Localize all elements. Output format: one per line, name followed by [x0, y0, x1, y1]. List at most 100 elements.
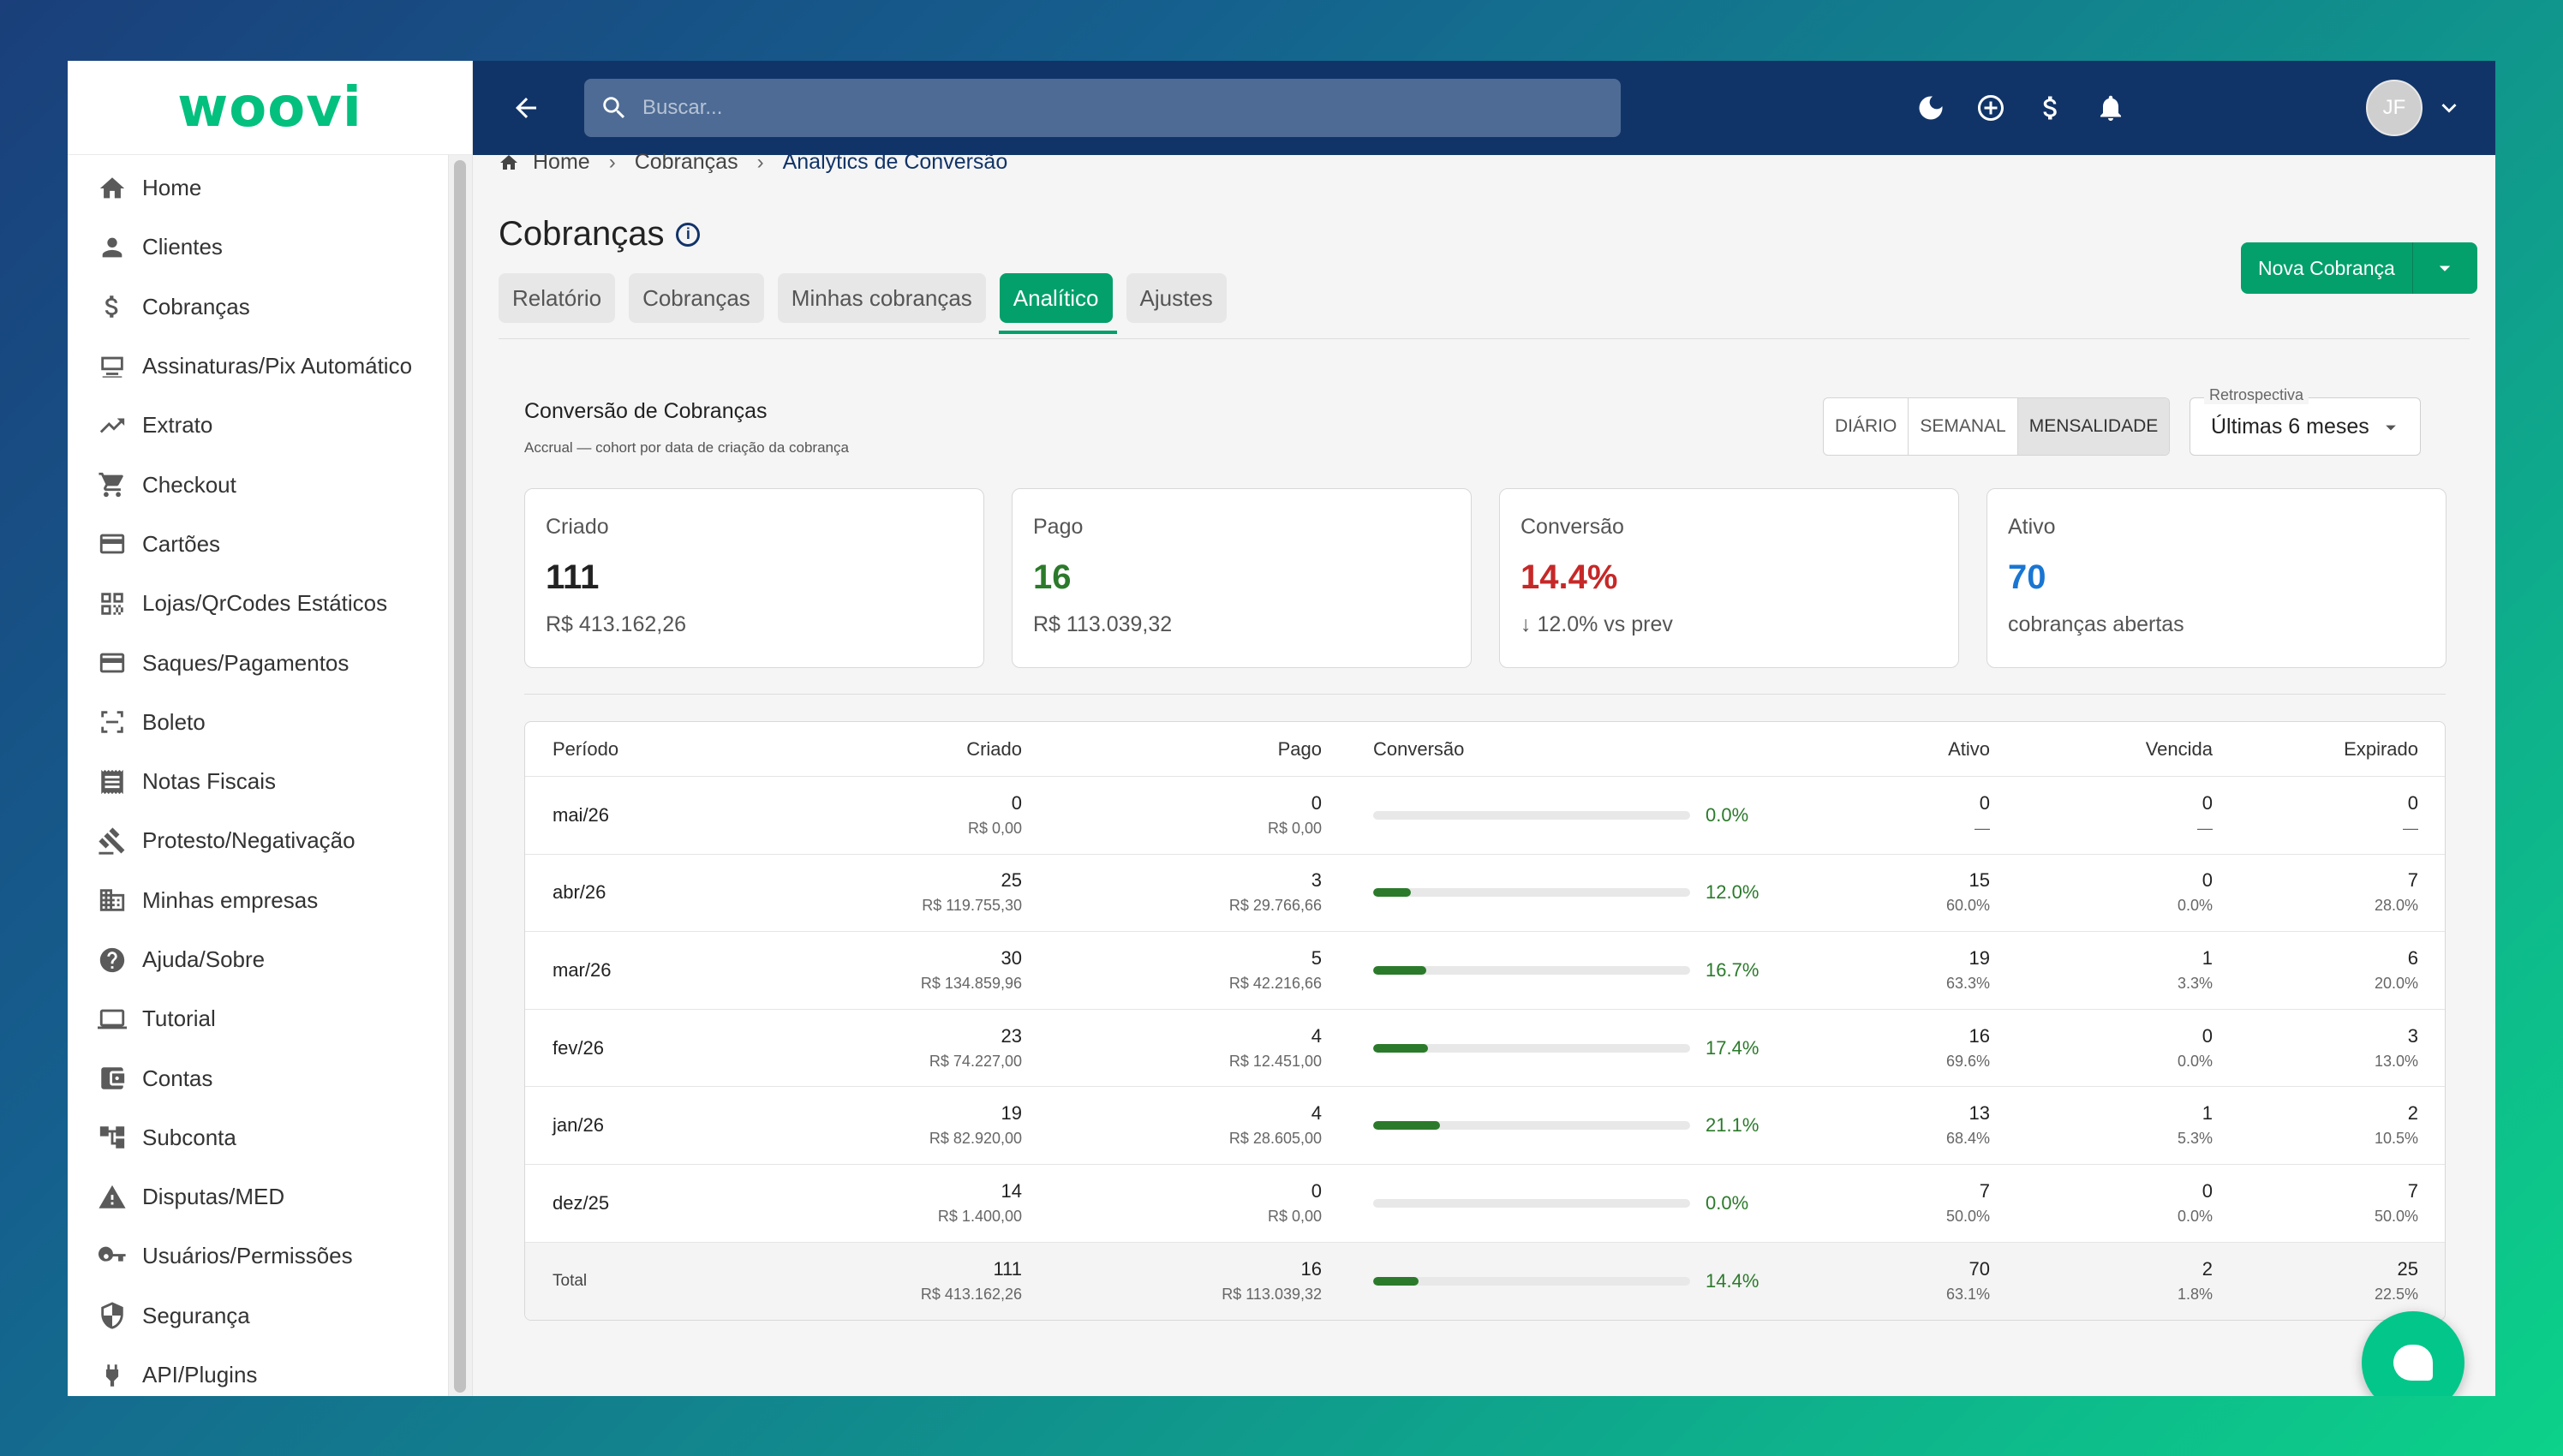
row-period: Total: [553, 1271, 588, 1290]
tab-minhas-cobrancas[interactable]: Minhas cobranças: [777, 273, 986, 323]
account-menu-toggle[interactable]: [2435, 93, 2464, 122]
header-ativo[interactable]: Ativo: [1948, 737, 1990, 760]
sidebar-item-label: Lojas/QrCodes Estáticos: [142, 590, 388, 617]
sidebar-item-assinaturas-pix-automatico[interactable]: Assinaturas/Pix Automático: [68, 337, 472, 396]
header-vencida[interactable]: Vencida: [2145, 737, 2213, 760]
sidebar-item-cobrancas[interactable]: Cobranças: [68, 277, 472, 337]
metric-label: Criado: [546, 515, 609, 539]
sidebar-item-checkout[interactable]: Checkout: [68, 455, 472, 514]
sidebar-scrollbar[interactable]: [448, 155, 472, 1396]
row-criado-count: 25: [1001, 869, 1022, 892]
info-icon[interactable]: i: [676, 222, 701, 247]
table-row[interactable]: mar/26 30 R$ 134.859,96 5 R$ 42.216,66 1…: [525, 932, 2445, 1010]
row-ativo-count: 70: [1969, 1257, 1990, 1280]
row-pago-amount: R$ 42.216,66: [1228, 974, 1322, 992]
row-expirado-count: 6: [2407, 946, 2418, 969]
home-icon: [97, 173, 128, 204]
retrospective-select[interactable]: Retrospectiva Últimas 6 meses: [2190, 386, 2421, 456]
sidebar-item-contas[interactable]: Contas: [68, 1048, 472, 1107]
table-row[interactable]: jan/26 19 R$ 82.920,00 4 R$ 28.605,00 21…: [525, 1087, 2445, 1165]
metric-subtext: cobranças abertas: [2008, 612, 2184, 636]
chevron-down-icon: [2441, 104, 2457, 113]
balance-button[interactable]: [2032, 89, 2070, 127]
sidebar-item-label: Clientes: [142, 234, 223, 260]
tab-ajustes[interactable]: Ajustes: [1126, 273, 1227, 323]
row-criado-amount: R$ 74.227,00: [929, 1052, 1022, 1070]
search-bar[interactable]: [584, 79, 1621, 137]
tab-cobrancas[interactable]: Cobranças: [629, 273, 764, 323]
metric-cards: Criado 111 R$ 413.162,26 Pago 16 R$ 113.0…: [524, 488, 2446, 668]
person-icon: [97, 232, 128, 263]
sidebar-item-extrato[interactable]: Extrato: [68, 396, 472, 455]
row-expirado-percent: 22.5%: [2374, 1285, 2418, 1303]
avatar[interactable]: JF: [2366, 80, 2423, 136]
row-vencida-percent: 5.3%: [2177, 1130, 2213, 1148]
granularity-mensalidade[interactable]: MENSALIDADE: [2017, 398, 2170, 455]
table-row[interactable]: fev/26 23 R$ 74.227,00 4 R$ 12.451,00 17…: [525, 1010, 2445, 1088]
sidebar-scrollbar-thumb[interactable]: [454, 160, 466, 1393]
header-expirado[interactable]: Expirado: [2344, 737, 2418, 760]
row-vencida-count: 0: [2202, 869, 2213, 892]
row-pago-amount: R$ 28.605,00: [1228, 1130, 1322, 1148]
sidebar-item-subconta[interactable]: Subconta: [68, 1108, 472, 1167]
new-charge-menu-button[interactable]: [2411, 242, 2477, 294]
sidebar-item-saques-pagamentos[interactable]: Saques/Pagamentos: [68, 633, 472, 692]
header-conversao[interactable]: Conversão: [1373, 737, 1465, 760]
sidebar-item-lojas-qrcodes-estaticos[interactable]: Lojas/QrCodes Estáticos: [68, 574, 472, 633]
sidebar-item-notas-fiscais[interactable]: Notas Fiscais: [68, 752, 472, 811]
metrics-divider: [524, 694, 2446, 695]
table-row[interactable]: dez/25 14 R$ 1.400,00 0 R$ 0,00 0.0% 7 5…: [525, 1165, 2445, 1243]
sidebar-item-protesto-negativacao[interactable]: Protesto/Negativação: [68, 811, 472, 870]
dark-mode-button[interactable]: [1912, 89, 1950, 127]
row-pago-count: 4: [1311, 1024, 1322, 1047]
sidebar-item-clientes[interactable]: Clientes: [68, 218, 472, 277]
sidebar-item-usuarios-permissoes[interactable]: Usuários/Permissões: [68, 1226, 472, 1286]
metric-subtext: ↓ 12.0% vs prev: [1520, 612, 1673, 636]
table-row[interactable]: mai/26 0 R$ 0,00 0 R$ 0,00 0.0% 0 — 0 — …: [525, 777, 2445, 855]
conversion-bar: [1373, 1121, 1690, 1131]
sidebar-item-label: Cartões: [142, 530, 221, 557]
metric-subtext: R$ 113.039,32: [1033, 612, 1173, 636]
chat-button[interactable]: [2362, 1311, 2464, 1396]
granularity-semanal[interactable]: SEMANAL: [1909, 398, 2018, 455]
metric-subtext: R$ 413.162,26: [546, 612, 687, 636]
tab-analitico[interactable]: Analítico: [999, 273, 1113, 323]
dollar-icon: [2043, 96, 2057, 120]
header-pago[interactable]: Pago: [1277, 737, 1322, 760]
woovi-logo[interactable]: woovi: [177, 75, 362, 140]
sidebar-item-api-plugins[interactable]: API/Plugins: [68, 1346, 472, 1396]
breadcrumb-section[interactable]: Cobranças: [634, 150, 738, 174]
tab-relatorio[interactable]: Relatório: [499, 273, 616, 323]
row-conversion-percent: 21.1%: [1706, 1114, 1759, 1137]
sidebar-item-cartoes[interactable]: Cartões: [68, 515, 472, 574]
search-input[interactable]: [642, 96, 1585, 120]
sidebar-item-disputas-med[interactable]: Disputas/MED: [68, 1167, 472, 1226]
row-pago-count: 3: [1311, 869, 1322, 892]
add-button[interactable]: [1972, 89, 2010, 127]
conversion-bar-fill: [1373, 1043, 1429, 1053]
granularity-diario[interactable]: DIÁRIO: [1824, 398, 1909, 455]
table-header-row: Período Criado Pago Conversão Ativo Venc…: [525, 722, 2445, 777]
conversion-bar: [1373, 888, 1690, 898]
sidebar-item-tutorial[interactable]: Tutorial: [68, 989, 472, 1048]
header-periodo[interactable]: Período: [553, 737, 619, 760]
sidebar-item-ajuda-sobre[interactable]: Ajuda/Sobre: [68, 930, 472, 989]
analytics-title: Conversão de Cobranças: [524, 399, 768, 423]
sidebar-item-seguranca[interactable]: Segurança: [68, 1286, 472, 1346]
row-vencida-count: 0: [2202, 1179, 2213, 1202]
sidebar-item-home[interactable]: Home: [68, 158, 472, 218]
sidebar-item-boleto[interactable]: Boleto: [68, 693, 472, 752]
breadcrumb-home[interactable]: Home: [533, 150, 590, 174]
row-ativo-percent: 69.6%: [1945, 1052, 1990, 1070]
conversion-bar-fill: [1373, 1121, 1441, 1131]
conversion-bar: [1373, 1276, 1690, 1286]
back-button[interactable]: [507, 89, 545, 127]
notifications-button[interactable]: [2092, 89, 2130, 127]
home-icon: [500, 154, 517, 170]
sidebar-item-minhas-empresas[interactable]: Minhas empresas: [68, 871, 472, 930]
cart-icon: [97, 469, 128, 500]
new-charge-button[interactable]: Nova Cobrança: [2241, 242, 2412, 294]
row-period: fev/26: [553, 1036, 604, 1059]
header-criado[interactable]: Criado: [966, 737, 1022, 760]
table-row[interactable]: abr/26 25 R$ 119.755,30 3 R$ 29.766,66 1…: [525, 855, 2445, 933]
